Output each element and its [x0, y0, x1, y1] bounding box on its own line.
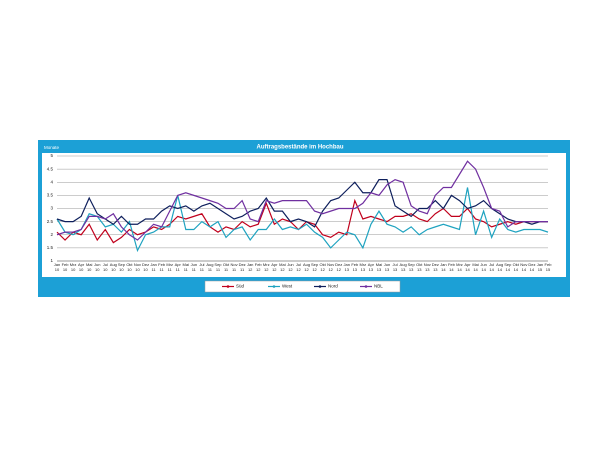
- x-tick-label: Jan 15: [536, 262, 544, 272]
- series-line: [56, 179, 548, 228]
- x-tick-label: Mai 12: [279, 262, 286, 272]
- y-tick-label: 2.5: [47, 219, 54, 224]
- y-tick-label: 2: [50, 232, 53, 237]
- x-tick-label: Sep 13: [407, 262, 415, 272]
- x-tick-label: Jun 13: [383, 262, 391, 272]
- x-tick-label: Nov 12: [327, 262, 335, 272]
- legend-label: NBL: [374, 284, 383, 289]
- x-tick-label: Mai 13: [375, 262, 383, 272]
- x-tick-label: Apr 10: [78, 262, 85, 272]
- x-tick-label: Jun 11: [190, 262, 198, 272]
- x-tick-label: Okt 14: [512, 262, 519, 272]
- x-tick-label: Jul 11: [199, 262, 205, 272]
- x-tick-label: Feb 13: [351, 262, 359, 272]
- x-tick-label: Feb 11: [158, 262, 166, 272]
- y-axis-label: Monate: [44, 145, 60, 150]
- x-tick-label: Dez 10: [141, 262, 150, 272]
- x-tick-label: Nov 11: [230, 262, 238, 272]
- x-tick-label: Dez 12: [335, 262, 343, 272]
- x-tick-label: Apr 14: [464, 262, 471, 272]
- x-tick-label: Sep 12: [311, 262, 319, 272]
- legend-label: Süd: [236, 284, 245, 289]
- x-tick-label: Dez 14: [528, 262, 536, 272]
- y-tick-label: 3: [50, 206, 53, 211]
- x-tick-label: Feb 15: [544, 262, 552, 272]
- legend-marker: [318, 285, 322, 288]
- x-tick-label: Jul 13: [392, 262, 398, 272]
- x-tick-label: Sep 10: [117, 262, 125, 272]
- x-tick-label: Apr 12: [271, 262, 278, 272]
- x-tick-label: Jan 13: [343, 262, 350, 272]
- legend-marker: [364, 285, 368, 288]
- x-tick-label: Okt 12: [319, 262, 326, 272]
- x-tick-label: Feb 12: [254, 262, 262, 272]
- y-tick-label: 1: [50, 258, 53, 263]
- x-tick-label: Aug 14: [496, 262, 504, 272]
- y-tick-label: 5: [50, 153, 53, 158]
- x-tick-label: Jan 12: [246, 262, 254, 272]
- y-tick-label: 1.5: [47, 245, 54, 250]
- x-tick-label: Jun 10: [94, 262, 101, 272]
- x-tick-label: Dez 13: [431, 262, 439, 272]
- x-tick-label: Mai 10: [85, 262, 93, 272]
- x-tick-label: Apr 13: [367, 262, 375, 272]
- x-tick-label: Feb 14: [447, 262, 455, 272]
- x-tick-label: Jun 14: [480, 262, 487, 272]
- x-tick-label: Aug 10: [109, 262, 117, 272]
- x-tick-label: Mrz 11: [166, 262, 174, 272]
- x-tick-label: Mai 11: [182, 262, 189, 272]
- plot-background: [42, 153, 566, 277]
- series-line: [56, 187, 549, 253]
- y-tick-label: 4: [50, 179, 53, 184]
- legend-label: Nord: [328, 284, 338, 289]
- x-tick-label: Nov 14: [520, 262, 528, 272]
- legend-marker: [272, 285, 276, 288]
- x-tick-label: Mrz 13: [359, 262, 367, 272]
- x-tick-label: Okt 11: [222, 262, 230, 272]
- legend-label: West: [282, 284, 293, 289]
- x-tick-label: Mai 14: [472, 262, 479, 272]
- x-tick-label: Jul 10: [102, 262, 108, 272]
- x-tick-label: Mrz 12: [262, 262, 270, 272]
- x-tick-label: Nov 13: [423, 262, 431, 272]
- x-tick-label: Feb 10: [61, 262, 69, 272]
- x-tick-label: Mrz 10: [69, 262, 77, 272]
- x-tick-label: Jan 11: [150, 262, 157, 272]
- legend: [204, 280, 401, 293]
- x-tick-label: Okt 13: [416, 262, 423, 272]
- x-tick-label: Okt 10: [126, 262, 133, 272]
- x-tick-label: Aug 11: [206, 262, 214, 272]
- series-line: [56, 160, 548, 241]
- chart-title: Auftragsbestände im Hochbau: [256, 145, 343, 151]
- x-tick-label: Sep 14: [504, 262, 512, 272]
- x-tick-label: Jan 10: [53, 262, 61, 272]
- x-tick-label: Apr 11: [174, 262, 181, 272]
- x-tick-label: Jul 14: [489, 262, 495, 272]
- y-tick-label: 3.5: [47, 193, 54, 198]
- series-line: [56, 198, 548, 244]
- x-tick-label: Aug 12: [302, 262, 311, 272]
- x-tick-label: Jul 12: [295, 262, 302, 272]
- x-tick-label: Sep 11: [214, 262, 222, 272]
- x-tick-label: Dez 11: [238, 262, 246, 272]
- x-tick-label: Nov 10: [133, 262, 142, 272]
- x-tick-label: Mrz 14: [456, 262, 463, 272]
- x-tick-label: Jan 14: [440, 262, 447, 272]
- x-tick-label: Aug 13: [399, 262, 407, 272]
- x-tick-label: Jun 12: [287, 262, 294, 272]
- legend-marker: [226, 285, 230, 288]
- y-tick-label: 4.5: [47, 166, 54, 171]
